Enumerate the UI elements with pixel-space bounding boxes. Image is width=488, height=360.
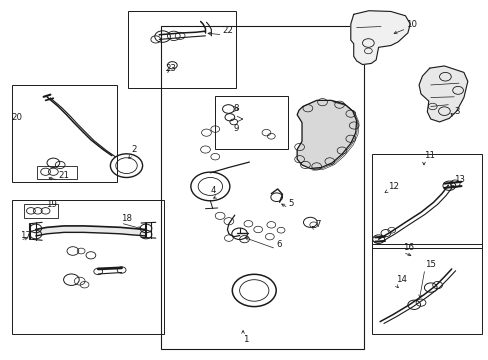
Text: 22: 22 — [222, 26, 233, 35]
Bar — [24, 204, 58, 218]
Text: 23: 23 — [165, 64, 176, 73]
Text: 4: 4 — [210, 186, 215, 195]
Bar — [215, 96, 288, 149]
Text: 12: 12 — [387, 182, 398, 191]
Text: 6: 6 — [276, 240, 281, 249]
Bar — [128, 11, 235, 88]
Polygon shape — [297, 100, 356, 168]
Text: 18: 18 — [121, 214, 131, 223]
Text: 19: 19 — [46, 200, 57, 209]
Polygon shape — [418, 66, 467, 122]
Text: 8: 8 — [233, 104, 239, 113]
Text: 13: 13 — [453, 175, 464, 184]
Text: 5: 5 — [288, 199, 293, 208]
Bar — [12, 200, 163, 334]
Text: 1: 1 — [243, 335, 248, 344]
Text: 17: 17 — [20, 231, 31, 240]
Text: 21: 21 — [58, 171, 69, 180]
Text: 2: 2 — [131, 145, 137, 154]
Text: 14: 14 — [395, 275, 406, 284]
Text: 10: 10 — [406, 19, 417, 28]
Text: 3: 3 — [453, 107, 459, 116]
Bar — [37, 166, 77, 179]
Bar — [371, 244, 481, 334]
Polygon shape — [350, 11, 409, 64]
Text: 15: 15 — [424, 260, 435, 269]
Text: 9: 9 — [233, 123, 239, 132]
Text: 20: 20 — [11, 113, 22, 122]
Polygon shape — [36, 226, 146, 236]
Bar — [371, 154, 481, 248]
Text: 11: 11 — [423, 151, 434, 160]
Bar — [12, 85, 117, 182]
Text: 7: 7 — [315, 220, 320, 229]
Bar — [160, 26, 364, 348]
Text: 16: 16 — [402, 243, 413, 252]
